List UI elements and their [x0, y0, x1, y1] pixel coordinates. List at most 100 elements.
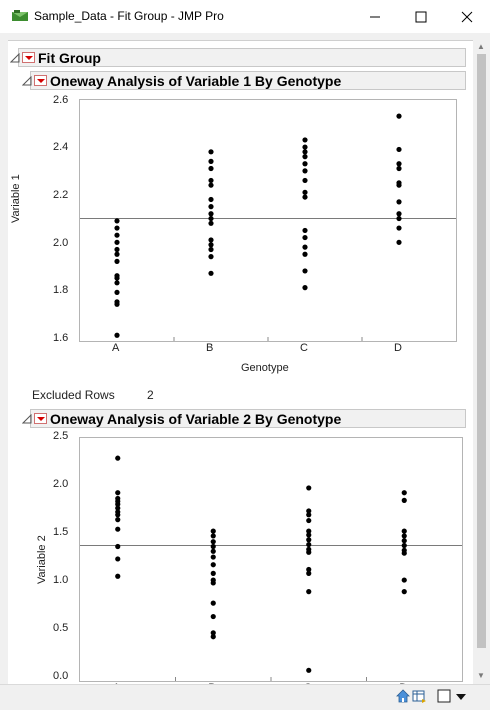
data-point-c[interactable] — [306, 517, 312, 524]
data-point-b[interactable] — [208, 182, 214, 188]
data-point-c[interactable] — [306, 541, 312, 548]
data-point-c[interactable] — [306, 512, 312, 518]
data-point-c[interactable] — [302, 161, 308, 167]
data-point-b[interactable] — [208, 215, 214, 222]
data-point-d[interactable] — [401, 577, 407, 583]
data-point-a[interactable] — [114, 258, 120, 264]
dropdown-arrow-icon[interactable] — [453, 688, 469, 704]
data-point-d[interactable] — [396, 182, 402, 188]
data-point-b[interactable] — [210, 528, 216, 534]
data-point-d[interactable] — [401, 550, 407, 556]
data-point-c[interactable] — [306, 485, 312, 491]
data-point-b[interactable] — [210, 570, 216, 576]
data-point-b[interactable] — [208, 177, 214, 184]
window-list-icon[interactable] — [436, 688, 452, 704]
minimize-button[interactable] — [352, 0, 398, 33]
data-point-c[interactable] — [302, 168, 308, 174]
data-point-b[interactable] — [210, 600, 216, 606]
data-point-b[interactable] — [208, 149, 214, 155]
oneway-2-red-triangle-menu[interactable] — [34, 413, 47, 424]
data-point-b[interactable] — [210, 543, 216, 550]
data-point-b[interactable] — [208, 270, 214, 276]
data-point-c[interactable] — [306, 589, 312, 595]
data-point-c[interactable] — [306, 667, 312, 673]
data-point-c[interactable] — [302, 149, 308, 155]
data-point-c[interactable] — [306, 537, 312, 543]
data-point-b[interactable] — [208, 165, 214, 172]
data-point-b[interactable] — [208, 158, 214, 164]
data-table-icon[interactable] — [411, 688, 427, 704]
data-point-c[interactable] — [306, 566, 312, 573]
data-point-d[interactable] — [396, 113, 402, 119]
data-point-d[interactable] — [396, 146, 402, 153]
scroll-down-icon[interactable]: ▼ — [477, 671, 485, 680]
data-point-a[interactable] — [115, 573, 121, 579]
data-point-c[interactable] — [302, 251, 308, 257]
data-point-a[interactable] — [115, 543, 121, 550]
data-point-d[interactable] — [401, 497, 407, 503]
data-point-c[interactable] — [302, 154, 308, 160]
data-point-c[interactable] — [302, 177, 308, 184]
fit-group-red-triangle-menu[interactable] — [22, 52, 35, 63]
data-point-d[interactable] — [401, 542, 407, 549]
data-point-b[interactable] — [210, 539, 216, 545]
scroll-up-icon[interactable]: ▲ — [477, 42, 485, 51]
data-point-a[interactable] — [114, 232, 120, 238]
data-point-a[interactable] — [114, 239, 120, 245]
data-point-a[interactable] — [115, 517, 121, 523]
data-point-c[interactable] — [302, 268, 308, 274]
data-point-d[interactable] — [396, 225, 402, 231]
data-point-c[interactable] — [302, 244, 308, 250]
data-point-b[interactable] — [210, 562, 216, 568]
data-point-c[interactable] — [302, 227, 308, 234]
data-point-b[interactable] — [208, 237, 214, 243]
data-point-d[interactable] — [396, 165, 402, 172]
data-point-b[interactable] — [210, 634, 216, 640]
data-point-a[interactable] — [115, 505, 121, 511]
data-point-d[interactable] — [396, 199, 402, 205]
data-point-c[interactable] — [302, 144, 308, 150]
scrollbar-thumb[interactable] — [477, 54, 486, 648]
data-point-c[interactable] — [302, 285, 308, 291]
disclosure-triangle-icon[interactable] — [22, 76, 32, 86]
vertical-scrollbar[interactable]: ▲ ▼ — [474, 40, 489, 684]
data-point-c[interactable] — [302, 194, 308, 200]
data-point-a[interactable] — [115, 501, 121, 507]
data-point-c[interactable] — [306, 532, 312, 538]
data-point-b[interactable] — [210, 548, 216, 554]
data-point-b[interactable] — [208, 242, 214, 248]
data-point-a[interactable] — [114, 225, 120, 231]
data-point-d[interactable] — [401, 490, 407, 496]
maximize-button[interactable] — [398, 0, 444, 33]
data-point-c[interactable] — [306, 508, 312, 514]
data-point-a[interactable] — [114, 301, 120, 307]
data-point-a[interactable] — [115, 556, 121, 562]
data-point-a[interactable] — [114, 280, 120, 286]
data-point-d[interactable] — [396, 215, 402, 222]
home-icon[interactable] — [395, 688, 411, 704]
data-point-a[interactable] — [115, 526, 121, 532]
data-point-d[interactable] — [396, 211, 402, 217]
close-button[interactable] — [444, 0, 490, 33]
data-point-b[interactable] — [208, 220, 214, 226]
data-point-b[interactable] — [210, 554, 216, 560]
data-point-b[interactable] — [208, 246, 214, 253]
data-point-c[interactable] — [306, 528, 312, 534]
data-point-a[interactable] — [114, 275, 120, 281]
data-point-a[interactable] — [114, 251, 120, 257]
data-point-d[interactable] — [401, 589, 407, 595]
data-point-c[interactable] — [302, 137, 308, 143]
data-point-a[interactable] — [115, 490, 121, 496]
data-point-b[interactable] — [210, 533, 216, 539]
data-point-a[interactable] — [114, 246, 120, 253]
data-point-c[interactable] — [302, 234, 308, 241]
data-point-a[interactable] — [114, 332, 120, 338]
data-point-b[interactable] — [208, 204, 214, 210]
data-point-c[interactable] — [306, 549, 312, 555]
data-point-c[interactable] — [302, 189, 308, 195]
data-point-b[interactable] — [210, 613, 216, 620]
data-point-d[interactable] — [401, 533, 407, 539]
data-point-b[interactable] — [208, 196, 214, 203]
data-point-b[interactable] — [210, 630, 216, 636]
disclosure-triangle-icon[interactable] — [10, 53, 20, 63]
